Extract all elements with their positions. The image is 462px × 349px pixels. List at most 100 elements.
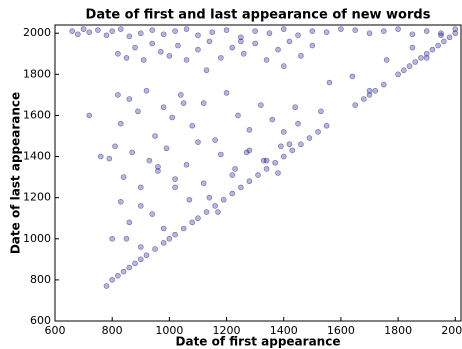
- point: [152, 133, 158, 139]
- point: [172, 176, 178, 182]
- point: [280, 26, 287, 32]
- point: [269, 116, 276, 123]
- point: [166, 53, 173, 59]
- point: [446, 34, 453, 41]
- point: [86, 29, 93, 35]
- point: [280, 63, 287, 69]
- point: [149, 27, 156, 33]
- point: [423, 50, 430, 57]
- point: [117, 198, 124, 205]
- point: [223, 90, 230, 96]
- point: [286, 38, 293, 45]
- x-tick-label: 1200: [213, 324, 241, 337]
- point: [238, 38, 244, 45]
- point: [123, 55, 130, 61]
- point: [229, 190, 236, 197]
- point: [103, 32, 110, 39]
- y-tick-label: 600: [30, 314, 51, 327]
- point: [206, 194, 213, 201]
- point: [126, 33, 133, 40]
- point: [203, 67, 210, 74]
- y-tick-label: 2000: [23, 26, 51, 39]
- point: [220, 196, 227, 203]
- point: [143, 87, 150, 94]
- point: [183, 57, 190, 63]
- point: [381, 81, 387, 88]
- point: [132, 260, 138, 267]
- point: [152, 246, 158, 252]
- point: [137, 203, 144, 209]
- point: [366, 30, 373, 37]
- x-tick-label: 1000: [155, 324, 183, 337]
- point: [278, 143, 284, 150]
- point: [115, 272, 121, 279]
- point: [195, 32, 201, 39]
- point: [406, 63, 413, 69]
- point: [418, 55, 424, 61]
- point: [238, 184, 244, 191]
- point: [412, 59, 419, 65]
- point: [109, 235, 115, 242]
- point: [366, 92, 373, 98]
- point: [360, 96, 367, 102]
- point: [275, 46, 281, 53]
- point: [117, 120, 124, 127]
- point: [423, 28, 430, 34]
- point: [298, 141, 304, 148]
- point: [180, 100, 187, 106]
- point: [318, 108, 324, 115]
- point: [352, 102, 359, 108]
- point: [86, 112, 93, 119]
- point: [235, 112, 241, 119]
- point: [135, 108, 141, 115]
- point: [146, 157, 153, 164]
- point: [349, 73, 356, 80]
- point: [120, 174, 127, 180]
- point: [323, 29, 330, 35]
- point: [132, 44, 138, 51]
- point: [438, 30, 444, 37]
- point: [120, 268, 127, 275]
- point: [252, 28, 258, 34]
- point: [137, 244, 144, 250]
- point: [218, 151, 224, 158]
- point: [452, 26, 459, 32]
- x-tick-label: 1400: [270, 324, 298, 337]
- x-tick-label: 800: [102, 324, 123, 337]
- point: [149, 211, 156, 217]
- point: [263, 57, 270, 63]
- point: [381, 28, 387, 34]
- point: [246, 178, 253, 185]
- point: [137, 30, 144, 37]
- point: [166, 235, 173, 242]
- x-tick-label: 1800: [384, 324, 412, 337]
- point: [338, 26, 344, 32]
- point: [252, 40, 258, 47]
- point: [195, 215, 201, 222]
- point: [80, 26, 87, 32]
- point: [129, 149, 135, 156]
- point: [223, 27, 230, 33]
- point: [157, 48, 164, 55]
- point: [258, 102, 264, 108]
- point: [143, 252, 150, 259]
- plot-area: [54, 24, 462, 322]
- point: [409, 31, 416, 38]
- point: [218, 55, 224, 61]
- point: [155, 164, 161, 170]
- point: [123, 235, 130, 242]
- point: [409, 44, 416, 51]
- point: [395, 26, 401, 32]
- point: [240, 50, 247, 57]
- point: [263, 157, 270, 164]
- point: [149, 40, 156, 47]
- x-tick-label: 1600: [327, 324, 355, 337]
- point: [140, 57, 147, 63]
- point: [172, 231, 178, 238]
- point: [352, 27, 359, 33]
- point: [438, 32, 444, 39]
- point: [186, 196, 193, 203]
- point: [106, 155, 113, 162]
- point: [195, 139, 201, 145]
